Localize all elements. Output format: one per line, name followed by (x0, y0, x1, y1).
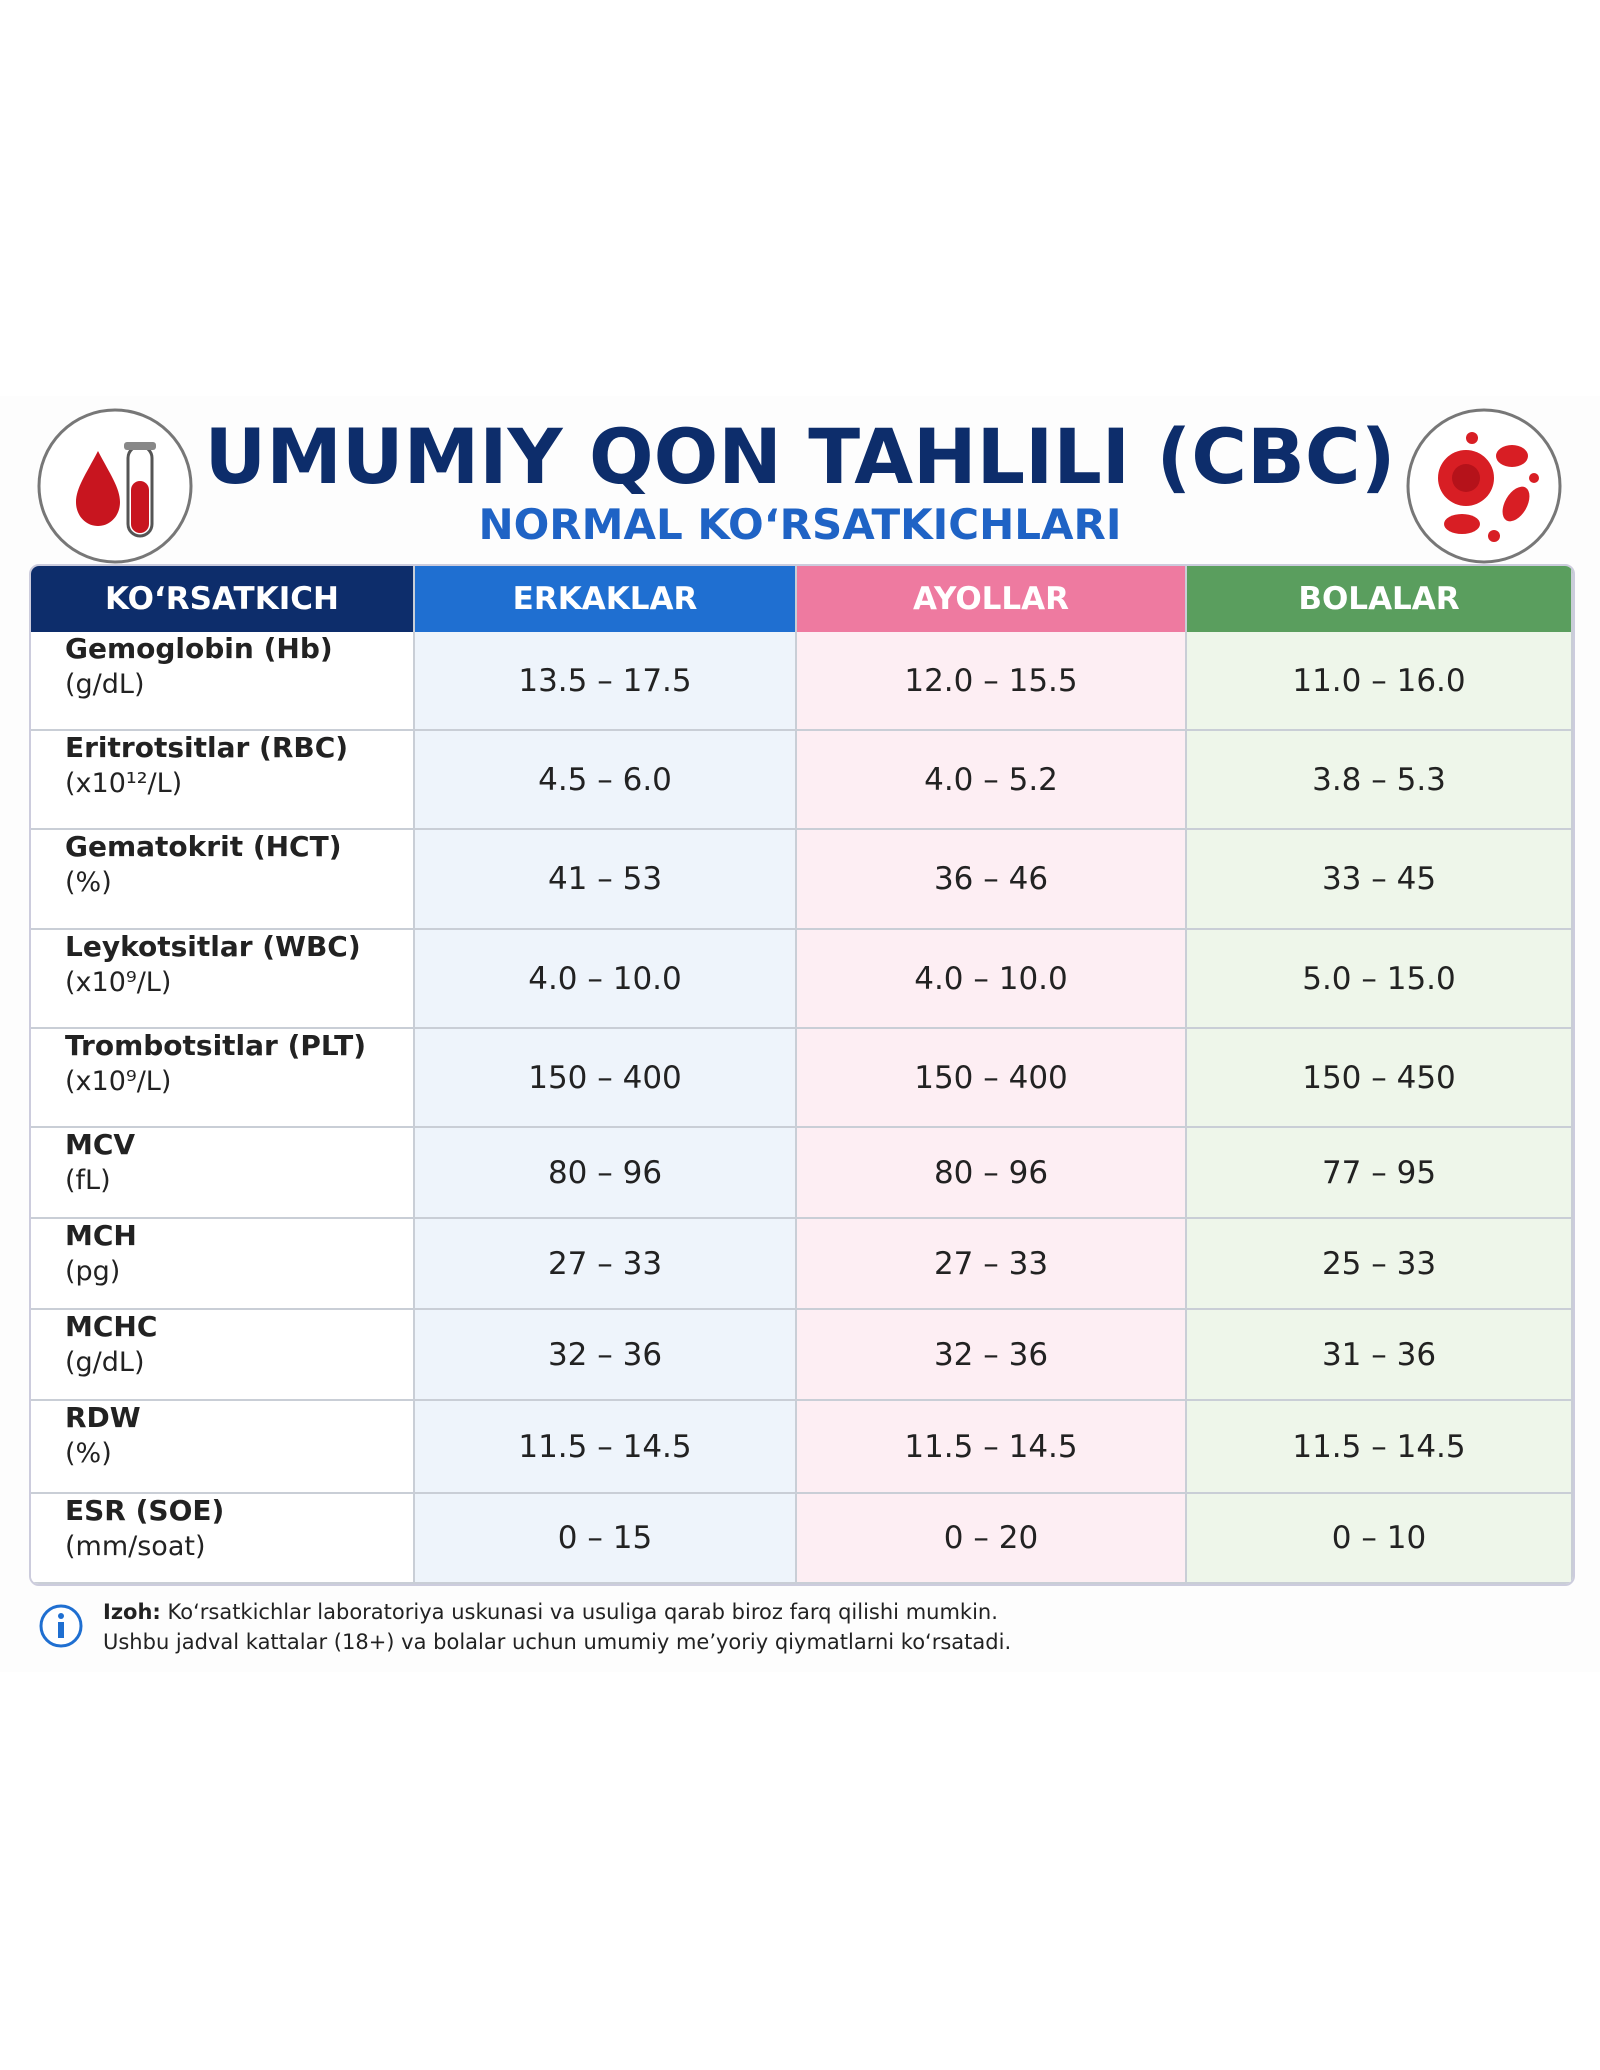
parameter-name: Trombotsitlar (PLT) (65, 1029, 367, 1062)
row-label: ESR (SOE) (mm/soat) (31, 1494, 415, 1584)
column-header: AYOLLAR (797, 566, 1187, 632)
value-cell: 11.5 – 14.5 (797, 1401, 1187, 1494)
note-label: Izoh: (103, 1600, 161, 1624)
value-cell: 11.5 – 14.5 (1187, 1401, 1573, 1494)
value-cell: 27 – 33 (415, 1219, 797, 1310)
note-text: Ko‘rsatkichlar laboratoriya uskunasi va … (167, 1600, 998, 1624)
row-label: Eritrotsitlar (RBC) (x10¹²/L) (31, 731, 415, 830)
parameter-unit: (g/dL) (65, 669, 145, 700)
parameter-unit: (x10⁹/L) (65, 1066, 172, 1097)
value-cell: 33 – 45 (1187, 830, 1573, 930)
parameter-name: Gematokrit (HCT) (65, 830, 342, 863)
note-line: Ushbu jadval kattalar (18+) va bolalar u… (103, 1630, 1012, 1654)
value-cell: 4.0 – 5.2 (797, 731, 1187, 830)
parameter-unit: (%) (65, 1438, 112, 1469)
parameter-unit: (fL) (65, 1165, 111, 1196)
value-cell: 150 – 400 (415, 1029, 797, 1128)
parameter-unit: (x10⁹/L) (65, 967, 172, 998)
row-label: MCHC (g/dL) (31, 1310, 415, 1401)
value-cell: 11.0 – 16.0 (1187, 632, 1573, 731)
value-cell: 32 – 36 (415, 1310, 797, 1401)
value-cell: 150 – 450 (1187, 1029, 1573, 1128)
value-cell: 31 – 36 (1187, 1310, 1573, 1401)
value-cell: 5.0 – 15.0 (1187, 930, 1573, 1029)
parameter-name: MCH (65, 1219, 137, 1252)
value-cell: 0 – 15 (415, 1494, 797, 1584)
value-cell: 0 – 20 (797, 1494, 1187, 1584)
row-label: Gematokrit (HCT) (%) (31, 830, 415, 930)
value-cell: 27 – 33 (797, 1219, 1187, 1310)
row-label: MCH (pg) (31, 1219, 415, 1310)
parameter-unit: (g/dL) (65, 1347, 145, 1378)
parameter-name: ESR (SOE) (65, 1494, 225, 1527)
parameter-name: Leykotsitlar (WBC) (65, 930, 361, 963)
note-line: Izoh: Ko‘rsatkichlar laboratoriya uskuna… (103, 1597, 1011, 1627)
column-header: ERKAKLAR (415, 566, 797, 632)
value-cell: 41 – 53 (415, 830, 797, 930)
value-cell: 150 – 400 (797, 1029, 1187, 1128)
blood-icon (37, 408, 193, 564)
value-cell: 77 – 95 (1187, 1128, 1573, 1219)
value-cell: 3.8 – 5.3 (1187, 731, 1573, 830)
info-icon (39, 1604, 83, 1648)
parameter-unit: (mm/soat) (65, 1531, 206, 1562)
table: KO‘RSATKICH ERKAKLAR AYOLLAR BOLALAR Gemoglo… (29, 564, 1575, 1586)
value-cell: 12.0 – 15.5 (797, 632, 1187, 731)
parameter-unit: (pg) (65, 1256, 121, 1287)
note: Izoh: Ko‘rsatkichlar laboratoriya uskuna… (103, 1597, 1011, 1657)
parameter-unit: (%) (65, 867, 112, 898)
title: UMUMIY QON TAHLILI (CBC) (204, 412, 1396, 501)
parameter-name: MCV (65, 1128, 136, 1161)
value-cell: 4.0 – 10.0 (415, 930, 797, 1029)
value-cell: 4.5 – 6.0 (415, 731, 797, 830)
parameter-unit: (x10¹²/L) (65, 768, 183, 799)
parameter-name: Eritrotsitlar (RBC) (65, 731, 349, 764)
value-cell: 11.5 – 14.5 (415, 1401, 797, 1494)
row-label: MCV (fL) (31, 1128, 415, 1219)
row-label: Gemoglobin (Hb) (g/dL) (31, 632, 415, 731)
value-cell: 4.0 – 10.0 (797, 930, 1187, 1029)
value-cell: 80 – 96 (797, 1128, 1187, 1219)
value-cell: 0 – 10 (1187, 1494, 1573, 1584)
cells-icon (1406, 408, 1562, 564)
value-cell: 36 – 46 (797, 830, 1187, 930)
column-header: KO‘RSATKICH (31, 566, 415, 632)
parameter-name: RDW (65, 1401, 141, 1434)
row-label: Trombotsitlar (PLT) (x10⁹/L) (31, 1029, 415, 1128)
row-label: Leykotsitlar (WBC) (x10⁹/L) (31, 930, 415, 1029)
value-cell: 13.5 – 17.5 (415, 632, 797, 731)
value-cell: 32 – 36 (797, 1310, 1187, 1401)
subtitle: NORMAL KO‘RSATKICHLARI (478, 500, 1122, 549)
parameter-name: MCHC (65, 1310, 158, 1343)
value-cell: 80 – 96 (415, 1128, 797, 1219)
column-header: BOLALAR (1187, 566, 1573, 632)
parameter-name: Gemoglobin (Hb) (65, 632, 333, 665)
value-cell: 25 – 33 (1187, 1219, 1573, 1310)
row-label: RDW (%) (31, 1401, 415, 1494)
